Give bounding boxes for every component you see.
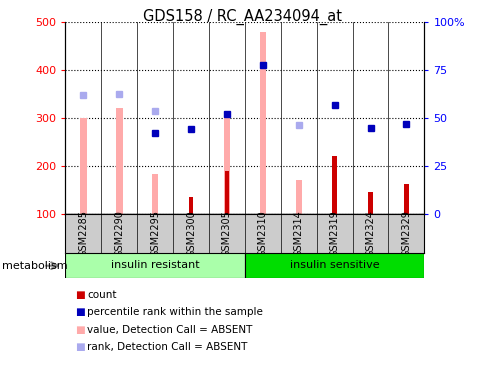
Bar <box>116 108 122 214</box>
Text: GDS158 / RC_AA234094_at: GDS158 / RC_AA234094_at <box>143 9 341 25</box>
Text: GSM2305: GSM2305 <box>222 210 231 257</box>
Text: ■: ■ <box>75 290 85 300</box>
Text: GSM2314: GSM2314 <box>293 210 303 257</box>
Bar <box>295 180 302 214</box>
Text: metabolism: metabolism <box>2 261 68 271</box>
Text: count: count <box>87 290 117 300</box>
Bar <box>65 253 244 278</box>
Bar <box>151 174 158 214</box>
Text: value, Detection Call = ABSENT: value, Detection Call = ABSENT <box>87 325 252 335</box>
Text: GSM2300: GSM2300 <box>186 210 196 257</box>
Bar <box>332 156 336 214</box>
Bar <box>223 115 230 214</box>
Bar <box>259 31 266 214</box>
Bar <box>244 253 424 278</box>
Text: GSM2310: GSM2310 <box>257 210 267 257</box>
Text: insulin resistant: insulin resistant <box>111 260 199 270</box>
Text: GSM2329: GSM2329 <box>401 210 410 257</box>
Text: GSM2319: GSM2319 <box>329 210 339 257</box>
Text: GSM2324: GSM2324 <box>365 210 375 257</box>
Bar <box>404 184 408 214</box>
Text: GSM2285: GSM2285 <box>78 210 88 257</box>
Text: percentile rank within the sample: percentile rank within the sample <box>87 307 263 317</box>
Bar <box>80 118 87 214</box>
Text: rank, Detection Call = ABSENT: rank, Detection Call = ABSENT <box>87 342 247 352</box>
Bar <box>189 197 193 214</box>
Bar <box>225 171 228 214</box>
Text: ■: ■ <box>75 325 85 335</box>
Text: insulin sensitive: insulin sensitive <box>289 260 378 270</box>
Bar <box>368 191 372 214</box>
Text: ■: ■ <box>75 307 85 317</box>
Text: GSM2290: GSM2290 <box>114 210 124 257</box>
Text: ■: ■ <box>75 342 85 352</box>
Text: GSM2295: GSM2295 <box>150 210 160 257</box>
